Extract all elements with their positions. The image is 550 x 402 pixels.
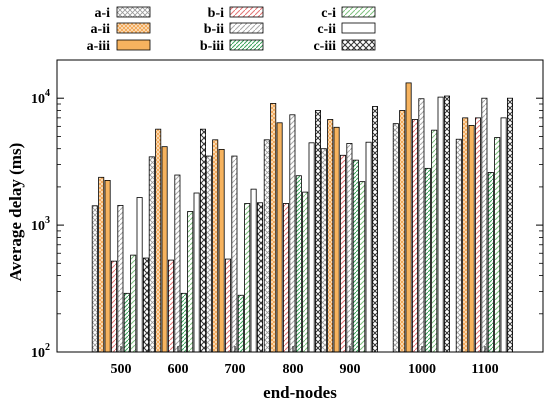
bar-c-iii-600 <box>199 128 206 353</box>
bar-c-i-700 <box>244 203 251 353</box>
legend-swatch-c-i <box>341 6 376 18</box>
bar-b-iii-900 <box>352 159 359 353</box>
bar-a-ii-800 <box>270 103 277 353</box>
legend-swatch-b-ii <box>229 22 264 34</box>
bar-a-ii-500 <box>98 176 105 353</box>
legend-label-b-iii: b-iii <box>200 39 224 54</box>
bar-a-i-700 <box>205 155 212 353</box>
bar-c-ii-1100 <box>500 117 507 353</box>
bar-a-iii-700 <box>218 148 225 353</box>
x-tick-label: 600 <box>168 362 189 377</box>
legend-label-c-ii: c-ii <box>317 22 336 37</box>
legend-label-b-i: b-i <box>208 6 224 21</box>
bar-b-iii-500 <box>123 292 130 353</box>
bar-c-ii-1000 <box>437 96 444 353</box>
bar-a-i-500 <box>91 205 98 353</box>
bar-b-i-700 <box>224 258 231 353</box>
bar-a-i-1000 <box>392 123 399 353</box>
bar-c-i-500 <box>130 254 137 353</box>
bar-b-ii-700 <box>231 155 238 353</box>
y-axis-title: Average delay (ms) <box>6 143 25 281</box>
bar-b-iii-800 <box>295 175 302 353</box>
bar-c-i-900 <box>359 181 366 353</box>
bar-b-iii-1000 <box>424 167 431 353</box>
bar-b-iii-600 <box>180 292 187 353</box>
x-tick-label: 800 <box>283 362 304 377</box>
bar-b-iii-700 <box>237 294 244 353</box>
bar-b-ii-500 <box>117 204 124 353</box>
bar-b-i-800 <box>282 203 289 353</box>
bar-c-iii-1100 <box>506 97 513 353</box>
bar-c-ii-900 <box>365 141 372 353</box>
legend-swatch-a-i <box>116 6 151 18</box>
bar-c-ii-700 <box>250 188 257 353</box>
bar-b-i-900 <box>339 154 346 353</box>
legend: a-ia-ii a-iii b-ib-ii b-iii c-ic-ii c-iii <box>87 6 376 54</box>
bar-a-ii-700 <box>212 139 219 353</box>
bar-c-iii-800 <box>314 110 321 353</box>
bar-c-i-800 <box>302 191 309 353</box>
bar-a-iii-900 <box>333 126 340 353</box>
x-axis-title: end-nodes <box>263 383 337 402</box>
bar-a-iii-600 <box>161 146 168 353</box>
bar-c-ii-600 <box>193 192 200 353</box>
legend-swatch-c-iii <box>341 39 376 51</box>
bar-b-i-1100 <box>474 117 481 353</box>
bar-b-i-1000 <box>411 119 418 353</box>
bar-c-ii-800 <box>308 142 315 353</box>
legend-label-a-ii: a-ii <box>91 22 111 37</box>
bar-a-i-900 <box>320 148 327 353</box>
plot-frame <box>56 59 544 353</box>
bar-c-iii-1000 <box>443 95 450 353</box>
x-tick-label: 1000 <box>408 362 436 377</box>
legend-label-a-i: a-i <box>94 6 110 21</box>
bar-a-iii-1100 <box>468 125 475 353</box>
bar-a-iii-500 <box>104 180 111 353</box>
x-tick-label: 700 <box>225 362 246 377</box>
y-tick-label: 102 <box>31 342 50 361</box>
bar-c-i-600 <box>187 211 194 353</box>
bar-a-ii-1100 <box>462 117 469 353</box>
bar-a-iii-800 <box>276 122 283 353</box>
bar-a-ii-600 <box>155 128 162 353</box>
x-tick-label: 1100 <box>471 362 498 377</box>
bar-a-ii-900 <box>327 119 334 353</box>
bar-c-iii-700 <box>256 202 263 353</box>
bar-b-i-600 <box>167 259 174 353</box>
bar-b-ii-800 <box>289 114 296 353</box>
bar-a-i-1100 <box>455 138 462 353</box>
legend-label-b-ii: b-ii <box>204 22 224 37</box>
legend-label-c-i: c-i <box>321 6 336 21</box>
x-tick-label: 500 <box>111 362 132 377</box>
legend-swatch-b-i <box>229 6 264 18</box>
bar-c-iii-500 <box>142 257 149 353</box>
bar-b-ii-900 <box>346 143 353 353</box>
bar-c-i-1000 <box>431 129 438 353</box>
x-tick-label: 900 <box>340 362 361 377</box>
legend-swatch-c-ii <box>341 22 376 34</box>
bars <box>91 82 513 353</box>
bar-a-iii-1000 <box>405 82 412 353</box>
bar-a-i-800 <box>263 139 270 353</box>
legend-swatch-a-ii <box>116 22 151 34</box>
legend-swatch-a-iii <box>116 39 151 51</box>
bar-c-iii-900 <box>371 106 378 353</box>
legend-label-a-iii: a-iii <box>87 39 110 54</box>
bar-c-ii-500 <box>136 197 143 353</box>
y-tick-label: 103 <box>31 215 50 234</box>
legend-label-c-iii: c-iii <box>313 39 336 54</box>
legend-swatch-b-iii <box>229 39 264 51</box>
bar-b-i-500 <box>111 260 118 353</box>
bar-b-ii-600 <box>174 174 181 353</box>
bar-b-iii-1100 <box>487 172 494 353</box>
bar-a-ii-1000 <box>399 110 406 353</box>
bar-b-ii-1100 <box>481 97 488 353</box>
bar-b-ii-1000 <box>418 98 425 353</box>
y-tick-label: 104 <box>31 88 50 107</box>
bar-c-i-1100 <box>494 137 501 353</box>
bar-a-i-600 <box>148 156 155 353</box>
